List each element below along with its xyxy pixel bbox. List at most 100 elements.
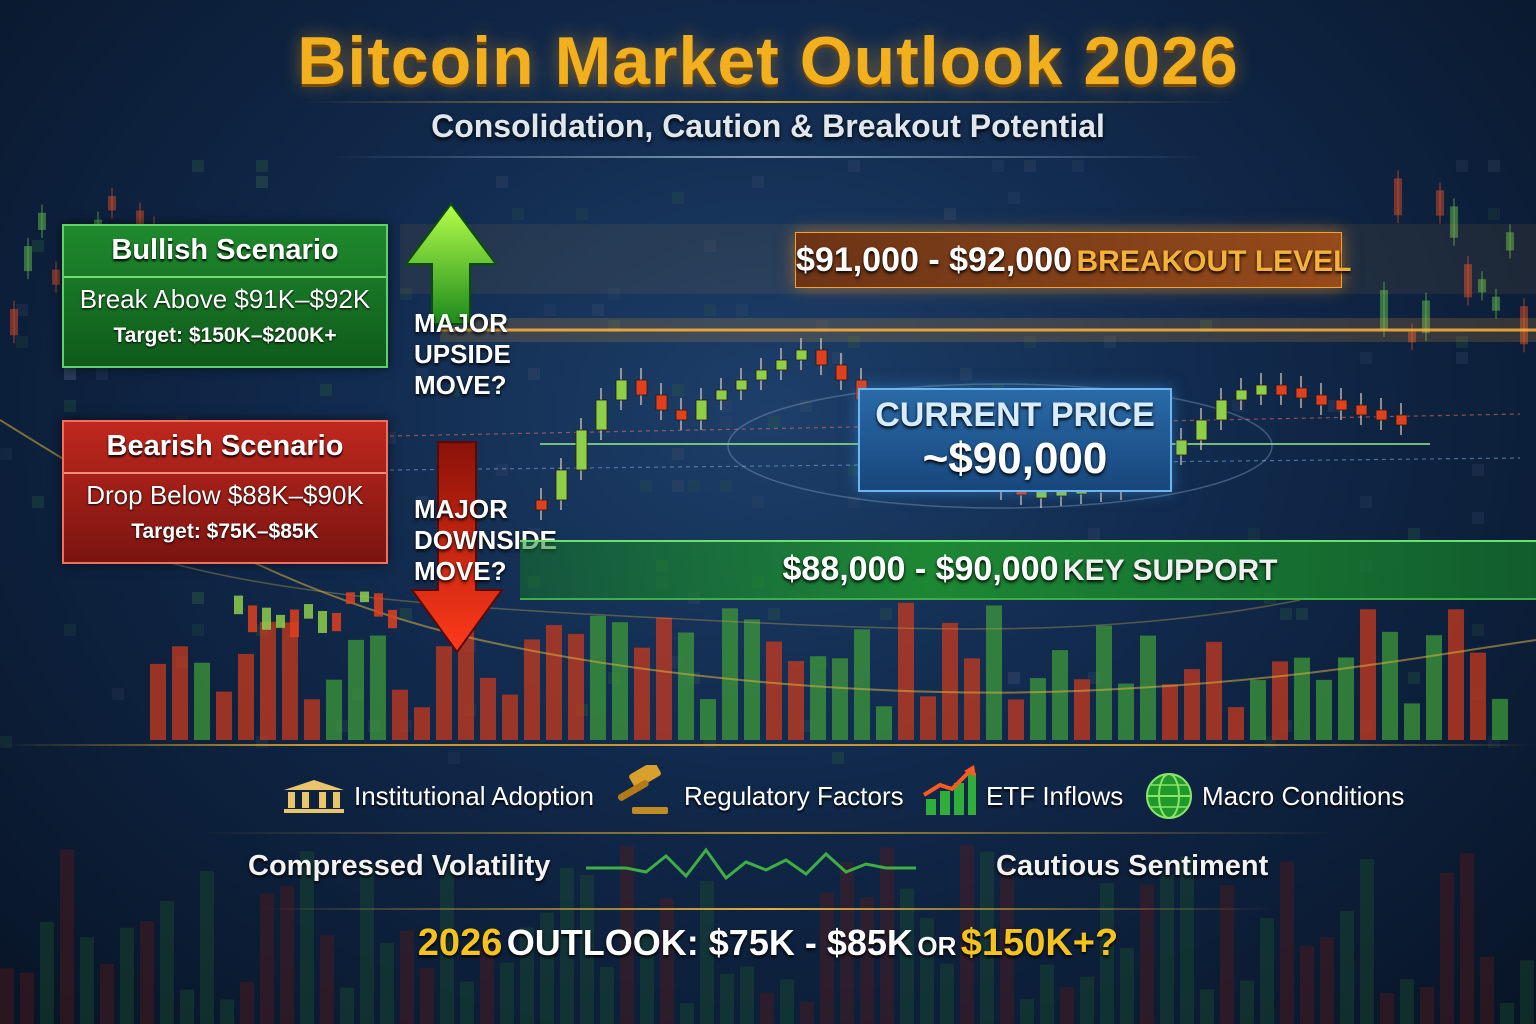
background-bar bbox=[880, 847, 894, 1024]
side-candle-body bbox=[1380, 290, 1388, 329]
background-bar bbox=[980, 851, 994, 1024]
downside-line-1: MAJOR bbox=[414, 494, 508, 524]
factor-regulatory-label: Regulatory Factors bbox=[684, 780, 904, 811]
background-bar bbox=[1500, 1002, 1514, 1024]
background-bar bbox=[700, 880, 714, 1024]
bearish-target: Target: $75K–$85K bbox=[131, 520, 319, 543]
volume-bar bbox=[898, 602, 914, 740]
price-candle-body bbox=[1335, 399, 1348, 411]
grid-tile bbox=[672, 192, 684, 204]
factor-macro: Macro Conditions bbox=[1144, 773, 1405, 819]
background-bar bbox=[300, 851, 314, 1024]
grid-tile bbox=[496, 464, 508, 476]
grid-tile bbox=[16, 336, 28, 348]
background-bar bbox=[520, 927, 534, 1024]
price-candle-body bbox=[675, 409, 688, 421]
grid-tile bbox=[704, 304, 716, 316]
grid-tile bbox=[672, 384, 684, 396]
grid-tile bbox=[1408, 528, 1420, 540]
volume-bar bbox=[194, 662, 210, 740]
grid-tile bbox=[800, 400, 812, 412]
volume-bar bbox=[1118, 683, 1134, 740]
price-candle-body bbox=[795, 349, 808, 361]
key-support-banner: $88,000 - $90,000 KEY SUPPORT bbox=[520, 540, 1536, 600]
grid-tile bbox=[768, 608, 780, 620]
volume-bar bbox=[414, 707, 430, 740]
grid-tile bbox=[320, 384, 332, 396]
grid-tile bbox=[512, 208, 524, 220]
background-bar bbox=[80, 937, 94, 1024]
background-bar bbox=[920, 918, 934, 1024]
grid-tile bbox=[992, 160, 1004, 172]
background-bar bbox=[860, 897, 874, 1024]
grid-tile bbox=[1008, 672, 1020, 684]
volume-bar bbox=[590, 615, 606, 740]
grid-tile bbox=[1024, 336, 1036, 348]
support-range: $88,000 - $90,000 bbox=[782, 550, 1059, 588]
left-candle-body bbox=[388, 609, 397, 629]
side-candle-body bbox=[1422, 300, 1430, 334]
factors-bottom-divider bbox=[200, 832, 1336, 834]
current-price-card: CURRENT PRICE ~$90,000 bbox=[858, 388, 1172, 492]
background-bar bbox=[1160, 874, 1174, 1024]
factor-etf-label: ETF Inflows bbox=[986, 780, 1124, 811]
volume-bar bbox=[370, 635, 386, 740]
bullish-heading: Bullish Scenario bbox=[111, 234, 339, 266]
volume-bar bbox=[1426, 635, 1442, 740]
volume-bar bbox=[1228, 707, 1244, 740]
grid-tile bbox=[1488, 160, 1500, 172]
background-bar bbox=[480, 948, 494, 1024]
factor-institutional-label: Institutional Adoption bbox=[354, 780, 594, 811]
grid-tile bbox=[0, 736, 12, 748]
background-bar bbox=[1260, 918, 1274, 1024]
page-title: Bitcoin Market Outlook 2026 bbox=[297, 23, 1239, 99]
grid-tile bbox=[528, 528, 540, 540]
background-bar bbox=[380, 942, 394, 1024]
price-candle-body bbox=[1355, 404, 1368, 416]
grid-tile bbox=[576, 208, 588, 220]
grid-tile bbox=[32, 240, 44, 252]
price-candle-body bbox=[835, 364, 848, 381]
price-candle-body bbox=[595, 399, 608, 431]
grid-tile bbox=[720, 480, 732, 492]
background-bar bbox=[1120, 947, 1134, 1024]
price-candle-body bbox=[1195, 419, 1208, 441]
price-candle-body bbox=[1295, 387, 1308, 399]
grid-tile bbox=[416, 496, 428, 508]
volume-bar bbox=[1008, 699, 1024, 740]
rising-chart-icon bbox=[922, 765, 976, 815]
grid-tile bbox=[592, 304, 604, 316]
background-bar bbox=[1200, 989, 1214, 1024]
side-candle-body bbox=[1394, 178, 1402, 216]
volume-bar bbox=[1030, 678, 1046, 740]
grid-tile bbox=[64, 368, 76, 380]
background-bar bbox=[1400, 979, 1414, 1024]
price-candle-body bbox=[575, 429, 588, 471]
background-bar bbox=[1480, 956, 1494, 1024]
grid-tile bbox=[848, 336, 860, 348]
current-price-value: ~$90,000 bbox=[922, 434, 1108, 483]
grid-tile bbox=[1488, 208, 1500, 220]
volume-bar bbox=[1316, 679, 1332, 740]
background-bar bbox=[140, 921, 154, 1024]
breakout-level-banner: $91,000 - $92,000 BREAKOUT LEVEL bbox=[795, 232, 1352, 288]
background-bar bbox=[1300, 945, 1314, 1024]
volume-bar bbox=[1294, 657, 1310, 740]
grid-tile bbox=[32, 496, 44, 508]
grid-tile bbox=[880, 608, 892, 620]
bearish-divider bbox=[64, 472, 386, 474]
grid-tile bbox=[608, 288, 620, 300]
left-candle-body bbox=[346, 592, 355, 604]
factor-macro-label: Macro Conditions bbox=[1202, 780, 1405, 811]
background-bar bbox=[500, 962, 514, 1024]
factors-top-divider bbox=[0, 744, 1536, 746]
background-bar bbox=[360, 864, 374, 1024]
volume-bar bbox=[964, 658, 980, 740]
compressed-volatility-label: Compressed Volatility bbox=[248, 850, 551, 882]
grid-tile bbox=[1072, 160, 1084, 172]
downside-line-3: MOVE? bbox=[414, 556, 507, 586]
grid-tile bbox=[848, 496, 860, 508]
background-bar bbox=[960, 845, 974, 1024]
grid-tile bbox=[1456, 160, 1468, 172]
grid-tile bbox=[720, 416, 732, 428]
